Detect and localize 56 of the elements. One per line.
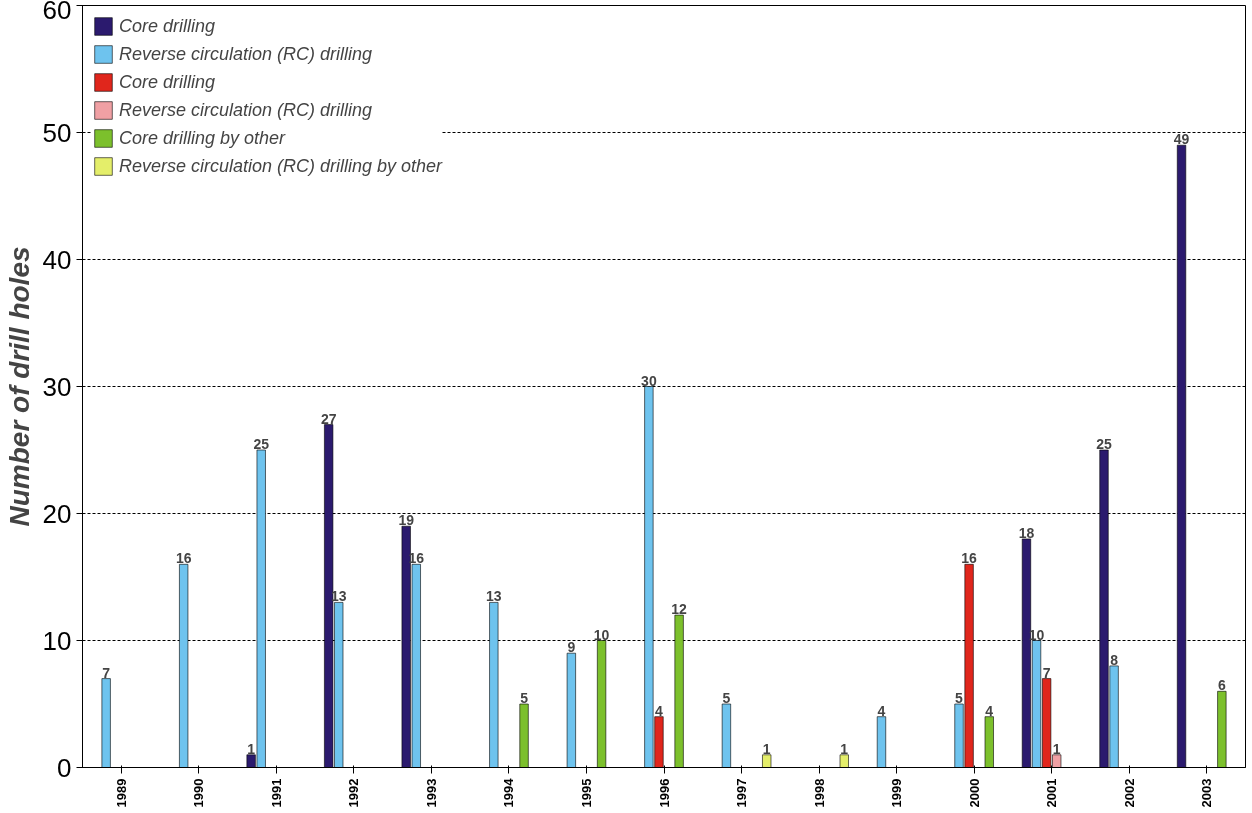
data-label: 18	[1018, 524, 1035, 541]
data-label: 1	[840, 740, 849, 757]
data-label: 19	[398, 512, 415, 529]
x-tick-label: 1992	[346, 778, 362, 808]
data-label: 1	[247, 740, 256, 757]
data-label: 7	[1042, 664, 1051, 681]
x-tick-label: 1999	[889, 778, 905, 808]
x-tick-label: 1990	[191, 778, 207, 808]
x-tick-label: 1995	[578, 778, 594, 808]
legend-label: Core drilling	[119, 71, 216, 93]
data-label: 9	[567, 639, 576, 656]
legend-label: Reverse circulation (RC) drilling	[119, 99, 373, 121]
x-tick-label: 1996	[656, 778, 672, 808]
data-label: 5	[955, 690, 964, 706]
data-label: 25	[1096, 436, 1112, 452]
x-tick-label: 1993	[423, 778, 439, 808]
data-label: 6	[1217, 677, 1226, 694]
legend-label: Core drilling by other	[119, 127, 286, 149]
data-label: 8	[1110, 651, 1119, 668]
y-tick-label: 40	[42, 244, 72, 275]
data-label: 5	[722, 690, 731, 706]
x-tick-label: 1994	[501, 777, 517, 808]
data-label: 13	[486, 588, 502, 605]
data-label: 16	[961, 550, 978, 567]
data-label: 49	[1173, 131, 1190, 148]
x-tick-label: 1998	[811, 778, 827, 808]
data-label: 7	[102, 664, 111, 681]
x-tick-label: 2001	[1044, 778, 1060, 808]
data-label: 16	[175, 550, 192, 567]
x-tick-label: 1991	[268, 778, 284, 808]
x-tick-label: 1989	[113, 778, 129, 808]
data-label: 25	[253, 436, 270, 452]
data-label: 1	[1052, 740, 1061, 757]
x-tick-label: 2003	[1199, 778, 1215, 808]
data-label: 10	[593, 626, 610, 643]
data-label: 27	[320, 410, 337, 427]
y-tick-label: 20	[42, 498, 72, 529]
y-tick-label: 60	[42, 0, 72, 25]
data-label: 12	[671, 601, 688, 618]
data-label: 1	[762, 740, 771, 757]
legend-label: Core drilling	[119, 15, 216, 37]
data-label: 4	[655, 702, 664, 719]
y-axis-title: Number of drill holes	[3, 246, 35, 527]
data-label: 5	[520, 690, 529, 706]
y-tick-label: 50	[42, 117, 72, 148]
y-tick-label: 30	[42, 371, 72, 402]
x-tick-label: 1997	[734, 778, 750, 808]
data-label: 4	[985, 702, 994, 719]
y-tick-label: 10	[42, 625, 72, 656]
x-tick-label: 2002	[1121, 778, 1137, 808]
x-tick-label: 2000	[966, 778, 982, 808]
legend-label: Reverse circulation (RC) drilling by other	[119, 155, 443, 177]
data-label: 30	[641, 372, 657, 389]
y-tick-label: 0	[57, 752, 72, 783]
legend-label: Reverse circulation (RC) drilling	[119, 43, 373, 65]
data-label: 4	[877, 702, 886, 719]
